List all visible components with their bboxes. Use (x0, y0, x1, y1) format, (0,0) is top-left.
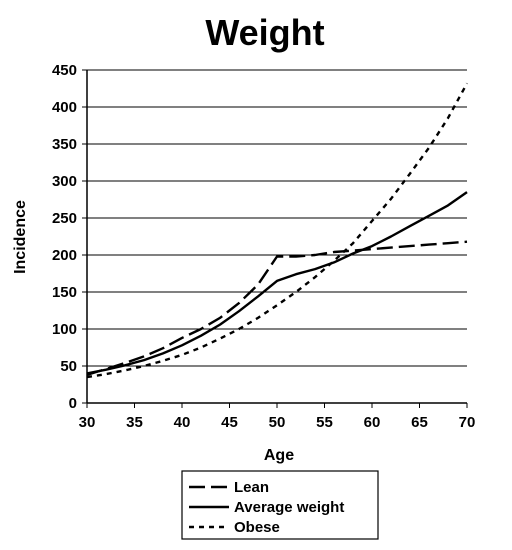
y-tick-labels: 0 50 100 150 200 250 300 350 400 450 (52, 62, 77, 412)
y-tick-label: 450 (52, 62, 77, 79)
x-tick-label: 60 (364, 414, 381, 431)
y-tick-label: 0 (69, 395, 77, 412)
series-line-average-weight (86, 191, 468, 375)
legend-box (181, 470, 379, 540)
series-line-lean (86, 240, 468, 377)
y-tick-label: 250 (52, 210, 77, 227)
y-tick-label: 100 (52, 321, 77, 338)
legend-label: Average weight (234, 499, 344, 516)
y-tick-label: 400 (52, 99, 77, 116)
y-tick-label: 50 (60, 358, 77, 375)
series-lines (86, 82, 469, 379)
y-tick-label: 300 (52, 173, 77, 190)
x-tick-label: 35 (126, 414, 143, 431)
y-tick-label: 150 (52, 284, 77, 301)
x-tick-label: 70 (459, 414, 476, 431)
x-tick-label: 30 (79, 414, 96, 431)
x-tick-label: 40 (174, 414, 191, 431)
x-tick-label: 65 (411, 414, 428, 431)
x-tick-label: 50 (269, 414, 286, 431)
y-axis-label: Incidence (12, 200, 29, 274)
x-tick-labels: 30 35 40 45 50 55 60 65 70 (79, 414, 476, 431)
y-tick-label: 350 (52, 136, 77, 153)
x-axis-label: Age (264, 447, 294, 464)
axes (82, 69, 468, 408)
legend-label: Lean (234, 479, 269, 496)
gridlines (87, 69, 467, 367)
legend-label: Obese (234, 519, 280, 536)
legend: Lean Average weight Obese (181, 470, 379, 540)
chart-title: Weight (205, 12, 324, 53)
x-tick-label: 55 (316, 414, 333, 431)
series-line-obese (86, 82, 469, 379)
x-tick-label: 45 (221, 414, 238, 431)
y-tick-label: 200 (52, 247, 77, 264)
